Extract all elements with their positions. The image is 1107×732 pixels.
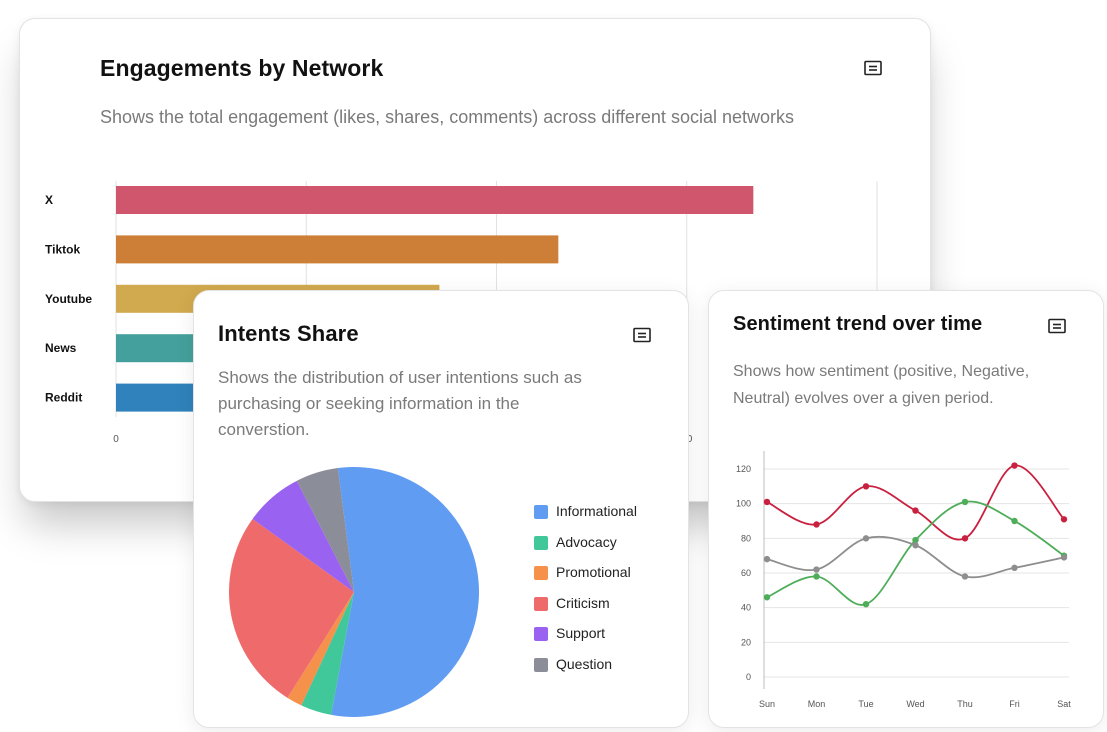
sentiment-point[interactable]	[763, 498, 771, 506]
legend-swatch	[534, 535, 548, 550]
engagement-x-tick: 0	[113, 434, 119, 445]
legend-label: Criticism	[556, 594, 610, 611]
sentiment-x-tick: Mon	[808, 699, 826, 709]
engagement-category-label: News	[45, 341, 77, 355]
sentiment-point[interactable]	[912, 536, 919, 544]
sentiment-point[interactable]	[862, 535, 870, 542]
engagement-category-label: Tiktok	[45, 242, 80, 256]
sentiment-y-tick: 80	[741, 533, 751, 543]
intents-pie-slice[interactable]	[331, 467, 479, 717]
engagement-menu-icon[interactable]	[864, 60, 882, 76]
legend-swatch	[534, 505, 548, 519]
sentiment-point[interactable]	[912, 507, 919, 514]
intents-card: Intents Share Shows the distribution of …	[193, 290, 689, 728]
sentiment-title: Sentiment trend over time	[733, 313, 983, 335]
engagement-bar[interactable]	[116, 235, 559, 264]
sentiment-point[interactable]	[1060, 554, 1068, 561]
intents-legend-item[interactable]: Criticism	[534, 595, 637, 626]
sentiment-point[interactable]	[1011, 564, 1018, 571]
legend-label: Promotional	[556, 564, 631, 580]
sentiment-x-tick: Fri	[1009, 699, 1020, 709]
sentiment-y-tick: 20	[741, 637, 751, 647]
engagement-category-label: Reddit	[45, 391, 82, 405]
sentiment-point[interactable]	[961, 498, 969, 506]
legend-swatch	[534, 627, 548, 641]
engagement-subtitle: Shows the total engagement (likes, share…	[100, 107, 794, 127]
sentiment-x-tick: Wed	[906, 699, 924, 709]
engagement-category-label: X	[45, 193, 53, 207]
sentiment-line-chart: 0 20 40 60 80 100 120 Sun Mon Tue Wed Thu Fri Sat	[736, 451, 1071, 709]
legend-label: Support	[556, 625, 606, 641]
sentiment-point[interactable]	[961, 573, 969, 580]
intents-subtitle: Shows the distribution of user intention…	[218, 365, 582, 443]
sentiment-subtitle-line: Neutral) evolves over a given period.	[733, 390, 994, 407]
sentiment-y-tick: 120	[736, 464, 751, 474]
sentiment-y-tick: 40	[741, 603, 751, 613]
legend-swatch	[534, 657, 548, 672]
intents-pie-slice[interactable]	[287, 592, 354, 706]
intents-pie-slice[interactable]	[296, 468, 354, 592]
legend-label: Advocacy	[556, 533, 617, 550]
sentiment-point[interactable]	[813, 521, 820, 528]
intents-pie-chart	[228, 467, 479, 717]
sentiment-point[interactable]	[912, 542, 919, 549]
intents-pie-slice[interactable]	[252, 480, 354, 592]
sentiment-menu-icon[interactable]	[1048, 318, 1066, 334]
legend-swatch	[534, 596, 548, 611]
sentiment-point[interactable]	[1060, 516, 1068, 523]
sentiment-x-tick: Thu	[957, 699, 973, 709]
sentiment-point[interactable]	[813, 573, 820, 580]
intents-subtitle-line: purchasing or seeking information in the	[218, 394, 520, 413]
sentiment-y-tick: 0	[746, 672, 751, 682]
intents-pie-slice[interactable]	[228, 518, 354, 698]
intents-legend-item[interactable]: Promotional	[534, 564, 637, 595]
engagement-bar[interactable]	[116, 186, 754, 214]
intents-legend-item[interactable]: Support	[534, 625, 637, 656]
sentiment-series-line[interactable]	[766, 500, 1065, 606]
legend-label: Informational	[556, 503, 637, 519]
legend-label: Question	[556, 655, 613, 672]
intents-menu-icon[interactable]	[633, 327, 651, 343]
sentiment-point[interactable]	[1011, 517, 1018, 525]
sentiment-point[interactable]	[862, 601, 870, 608]
sentiment-y-tick: 60	[741, 568, 751, 578]
intents-legend-item[interactable]: Informational	[534, 503, 637, 534]
sentiment-point[interactable]	[763, 594, 771, 601]
sentiment-x-tick: Tue	[858, 699, 873, 709]
sentiment-card: Sentiment trend over time Shows how sent…	[708, 290, 1104, 728]
intents-legend-item[interactable]: Question	[534, 656, 637, 687]
sentiment-subtitle-line: Shows how sentiment (positive, Negative,	[733, 363, 1030, 380]
sentiment-point[interactable]	[961, 535, 969, 542]
sentiment-subtitle: Shows how sentiment (positive, Negative,…	[733, 358, 1029, 412]
intents-legend-item[interactable]: Advocacy	[534, 534, 637, 565]
sentiment-y-tick: 100	[736, 499, 751, 509]
sentiment-point[interactable]	[862, 483, 870, 490]
sentiment-x-tick: Sun	[759, 699, 775, 709]
engagement-title: Engagements by Network	[100, 55, 384, 81]
intents-title: Intents Share	[218, 321, 359, 346]
engagement-category-label: Youtube	[45, 292, 92, 306]
legend-swatch	[534, 566, 548, 580]
sentiment-series-line[interactable]	[766, 464, 1065, 541]
intents-subtitle-line: converstion.	[218, 420, 310, 439]
sentiment-point[interactable]	[763, 555, 771, 563]
sentiment-point[interactable]	[1011, 462, 1018, 469]
sentiment-x-tick: Sat	[1057, 699, 1071, 709]
intents-legend: Informational Advocacy Promotional Criticis…	[534, 503, 637, 686]
intents-pie-slice[interactable]	[301, 592, 354, 715]
intents-subtitle-line: Shows the distribution of user intention…	[218, 368, 582, 387]
sentiment-point[interactable]	[813, 566, 820, 573]
